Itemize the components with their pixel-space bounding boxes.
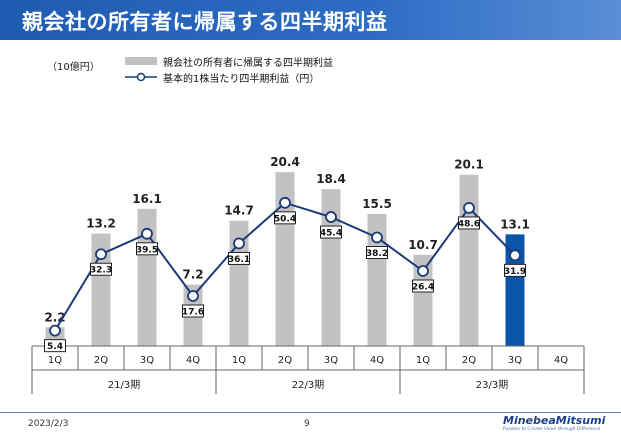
eps-value-label: 31.9 — [504, 267, 526, 277]
eps-value-label: 39.5 — [136, 245, 158, 255]
bar-value-label: 13.2 — [86, 217, 116, 231]
eps-label-box — [90, 262, 112, 276]
bar — [459, 174, 479, 346]
eps-point — [95, 248, 107, 261]
x-tick-label: 3Q — [508, 355, 522, 366]
eps-value-label: 5.4 — [47, 342, 63, 352]
bar-value-label: 18.4 — [316, 172, 346, 186]
eps-point — [187, 290, 199, 302]
legend-line-swatch — [125, 72, 157, 82]
x-tick-label: 3Q — [140, 355, 154, 366]
eps-label-box — [44, 339, 66, 353]
eps-value-label: 50.4 — [274, 214, 296, 224]
eps-label-box — [412, 279, 434, 293]
company-logo: MinebeaMitsumi Passion to Create Value t… — [503, 415, 613, 435]
footer-date: 2023/2/3 — [28, 419, 69, 429]
eps-point — [371, 231, 383, 244]
footer-divider — [0, 412, 621, 413]
logo-wordmark: MinebeaMitsumi — [503, 414, 606, 427]
eps-value-label: 48.6 — [458, 219, 480, 229]
bar — [505, 234, 525, 346]
bar-value-label: 7.2 — [182, 268, 203, 282]
eps-value-label: 36.1 — [228, 255, 250, 265]
x-tick-label: 4Q — [186, 355, 200, 366]
x-tick-label: 1Q — [416, 355, 430, 366]
x-tick-label: 2Q — [94, 355, 108, 366]
group-label: 21/3期 — [108, 379, 140, 391]
bar-value-label: 15.5 — [362, 197, 392, 211]
eps-label-box — [182, 304, 204, 318]
x-tick-label: 3Q — [324, 355, 338, 366]
eps-label-box — [504, 263, 526, 277]
eps-label-box — [366, 245, 388, 259]
x-tick-label: 2Q — [278, 355, 292, 366]
eps-point — [49, 324, 61, 337]
legend-item-bar: 親会社の所有者に帰属する四半期利益 — [125, 53, 333, 69]
eps-label-box — [136, 242, 158, 256]
bar-value-label: 10.7 — [408, 238, 438, 252]
eps-label-box — [274, 211, 296, 225]
eps-point — [279, 196, 291, 209]
page-title: 親会社の所有者に帰属する四半期利益 — [22, 10, 388, 34]
eps-point — [325, 211, 337, 223]
x-tick-label: 4Q — [370, 355, 384, 366]
bar — [413, 254, 433, 346]
legend: 親会社の所有者に帰属する四半期利益 基本的1株当たり四半期利益（円） — [125, 53, 333, 85]
x-tick-label: 2Q — [462, 355, 476, 366]
eps-label-box — [228, 251, 250, 265]
group-label: 22/3期 — [292, 379, 324, 391]
bar-value-label: 20.4 — [270, 155, 300, 169]
title-bar: 親会社の所有者に帰属する四半期利益 — [0, 0, 621, 40]
eps-point — [509, 249, 521, 262]
eps-point — [233, 237, 245, 250]
eps-value-label: 17.6 — [182, 308, 204, 318]
eps-point — [463, 202, 475, 214]
eps-value-label: 38.2 — [366, 249, 388, 259]
eps-point — [141, 227, 153, 240]
x-tick-label: 1Q — [48, 355, 62, 366]
eps-label-box — [458, 216, 480, 230]
x-tick-label: 1Q — [232, 355, 246, 366]
x-tick-label: 4Q — [554, 355, 568, 366]
bar-value-label: 20.1 — [454, 158, 484, 172]
legend-bar-label: 親会社の所有者に帰属する四半期利益 — [163, 57, 333, 69]
eps-value-label: 26.4 — [412, 283, 434, 293]
unit-label: （10億円） — [47, 62, 100, 73]
eps-value-label: 32.3 — [90, 266, 112, 276]
legend-item-line: 基本的1株当たり四半期利益（円） — [125, 69, 333, 85]
bar-value-label: 16.1 — [132, 192, 162, 206]
bar-value-label: 14.7 — [224, 204, 254, 218]
logo-tagline: Passion to Create Value through Differen… — [503, 427, 601, 432]
bar-value-label: 13.1 — [500, 217, 530, 231]
legend-line-label: 基本的1株当たり四半期利益（円） — [163, 73, 320, 85]
eps-point — [417, 265, 429, 277]
eps-label-box — [320, 225, 342, 239]
group-label: 23/3期 — [476, 379, 508, 391]
page-number: 9 — [304, 419, 310, 429]
eps-value-label: 45.4 — [320, 229, 342, 239]
legend-bar-swatch — [125, 57, 157, 65]
